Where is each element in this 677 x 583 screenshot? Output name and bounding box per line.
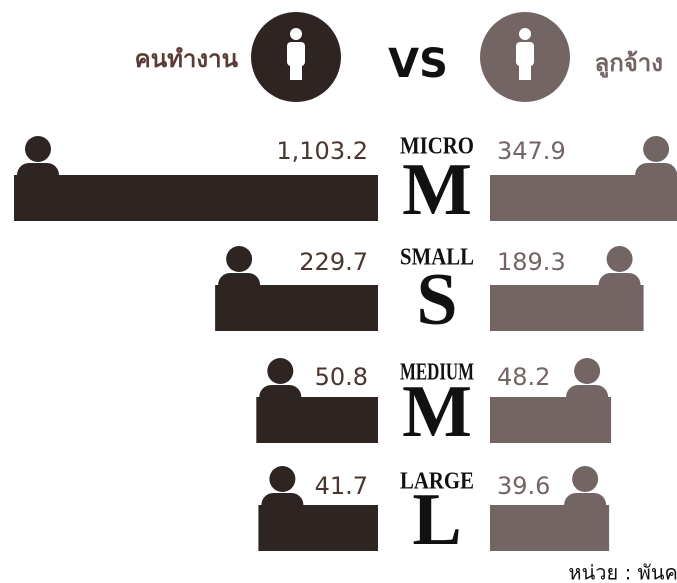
person-head (606, 246, 633, 272)
value-label: 1,103.2 (276, 137, 368, 165)
vs-title: VS (388, 41, 448, 87)
size-label: SMALL (400, 245, 474, 271)
person-body (598, 273, 641, 297)
person-body (566, 385, 609, 409)
person-body (218, 273, 261, 297)
value-label: 229.7 (299, 248, 368, 276)
value-label: 347.9 (497, 137, 566, 165)
value-label: 189.3 (497, 248, 566, 276)
value-label: 39.6 (497, 472, 550, 500)
person-head (267, 358, 294, 384)
person-head (572, 466, 599, 492)
icon-right (480, 12, 570, 102)
person-body (17, 163, 59, 187)
size-letter: L (412, 479, 461, 561)
size-label: MEDIUM (400, 360, 474, 386)
size-letter: M (402, 149, 472, 231)
value-label: 48.2 (497, 363, 550, 391)
size-label: LARGE (400, 469, 474, 495)
person-head (643, 136, 670, 162)
size-label: MICRO (400, 134, 474, 160)
person-body (261, 493, 304, 517)
size-letter: S (416, 259, 457, 341)
person-head (269, 466, 296, 492)
person-head (574, 358, 601, 384)
person-head (226, 246, 253, 272)
person-body (635, 163, 677, 187)
size-letter: M (402, 371, 472, 453)
legend-right: ลูกจ้าง (595, 49, 664, 78)
legend-left: คนทำงาน (135, 45, 239, 73)
value-label: 41.7 (315, 472, 368, 500)
unit-note: หน่วย : พันคน (568, 561, 677, 583)
person-head (25, 136, 51, 162)
value-label: 50.8 (315, 363, 368, 391)
person-body (259, 385, 302, 409)
bar (14, 175, 378, 221)
person-body (564, 493, 607, 517)
icon-left (251, 12, 341, 102)
